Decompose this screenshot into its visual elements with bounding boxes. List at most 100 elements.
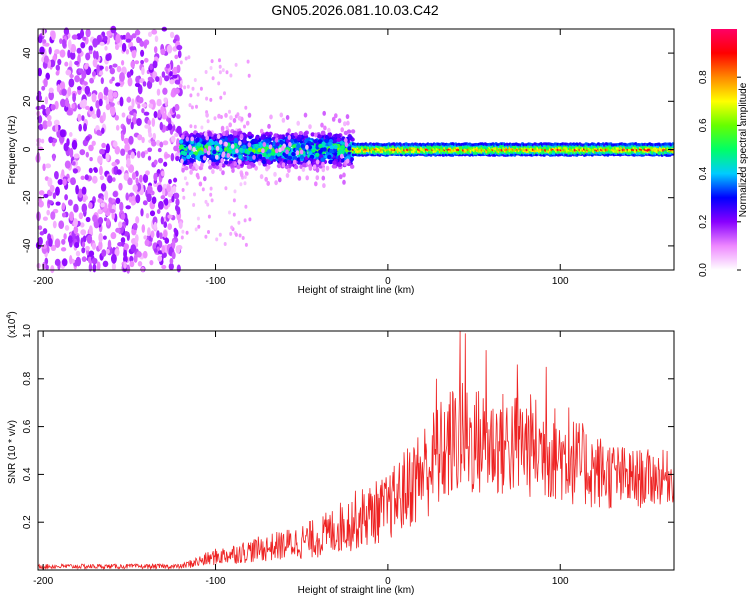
spectrogram-cell [52,192,57,200]
spectrogram-cell [172,66,178,76]
spectrogram-cell [262,152,267,157]
spectrogram-cell [223,91,226,96]
spectrogram-cell [58,220,65,230]
spectrogram-cell [74,242,80,249]
spectrogram-cell [209,192,213,197]
spectrogram-cell [146,193,152,203]
spectrogram-cell [295,150,300,156]
spectrogram-cell [228,109,231,114]
spectrogram-cell [121,34,127,40]
spectrogram-cell [327,127,331,133]
spectrogram-cell [114,145,121,155]
spectrogram-cell [221,170,225,176]
spectrogram-cell [86,234,93,244]
spectrogram-cell [230,143,235,149]
spectrogram-cell [48,237,53,247]
spectrogram-cell [350,164,355,169]
spectrogram-cell [327,132,332,137]
spectrogram-cell [131,33,137,39]
spectrogram-cell [277,157,282,162]
spectrogram-cell [97,91,104,102]
spectrogram-cell [302,159,308,164]
spectrogram-cell [244,242,248,247]
spectrogram-cell [185,181,189,186]
spectrogram-cell [173,227,178,234]
spectrogram-cell [54,238,61,249]
spectrogram-cell [340,127,345,133]
spectrogram-cell [248,156,254,161]
spectrogram-cell [142,81,147,87]
spectrogram-cell [151,140,157,147]
spectrogram-cell [160,48,166,56]
spectrogram-cell [170,152,175,162]
spectrogram-cell [171,251,176,260]
spectrogram-cell [120,213,126,220]
spectrogram-cell [81,186,87,195]
spectrogram-cell [131,200,135,206]
snr-y-ticks: 0.2 0.4 0.6 0.8 1.0 [22,324,674,529]
spectrogram-cell [262,142,267,147]
spectrogram-cell [169,71,173,77]
spectrogram-cell [129,260,135,268]
spectrogram-cell [137,261,143,267]
spectrogram-cell [228,134,234,139]
spectrogram-cell [89,156,93,162]
spectrogram-x-tick-label: 0 [385,276,391,287]
spectrogram-cell [184,56,188,61]
spectrogram-cell [287,135,292,140]
spectrogram-cell [50,211,56,220]
spectrogram-cell [281,117,286,123]
spectrogram-cell [247,131,252,136]
spectrogram-cell [240,172,244,178]
spectrogram-cell [176,114,181,119]
spectrogram-cell [91,71,97,77]
spectrogram-cell [202,140,207,145]
spectrogram-cell [50,265,55,274]
spectrogram-cell [64,61,69,67]
spectrogram-cell [321,161,325,167]
spectrogram-cell [291,151,296,157]
spectrogram-cell [41,85,46,91]
spectrogram-cell [172,106,176,114]
spectrogram-cell [149,210,156,217]
spectrogram-cell [266,181,271,186]
spectrogram-cell [185,230,189,235]
spectrogram-cell [164,237,170,244]
spectrogram-cell [130,121,134,130]
spectrogram-cell [130,244,137,253]
spectrogram-cell [134,60,140,65]
spectrogram-cell [169,79,175,85]
spectrogram-cell [151,117,156,127]
spectrogram-cell [308,165,313,171]
spectrogram-cell [184,132,189,137]
spectrogram-cell [182,195,186,200]
spectrogram-cell [236,164,241,170]
spectrogram-cell [336,134,341,139]
spectrogram-cell [284,153,289,158]
spectrogram-x-tick-label: 100 [552,276,569,287]
spectrogram-cell [257,160,262,166]
spectrogram-cell [55,186,60,196]
spectrogram-cell [196,92,200,97]
spectrogram-cell [149,99,156,104]
spectrogram-cell [181,229,185,234]
spectrogram-cell [109,105,116,116]
spectrogram-cell [228,210,231,215]
spectrogram-cell [80,229,87,236]
spectrogram-cell [85,105,90,110]
spectrogram-cell [196,142,202,147]
spectrogram-cell [45,264,49,270]
spectrogram-cell [61,212,67,218]
spectrogram-cell [229,115,233,121]
spectrogram-cell [211,76,215,81]
spectrogram-cell [144,124,150,129]
spectrogram-cell [97,216,104,225]
spectrogram-cell [168,262,174,271]
spectrogram-cell [297,175,302,181]
spectrogram-cell [323,125,327,131]
spectrogram-cell [174,79,181,85]
spectrogram-cell [115,44,119,51]
spectrogram-cell [189,93,193,98]
spectrogram-cell [315,175,320,181]
spectrogram-cell [247,73,251,78]
